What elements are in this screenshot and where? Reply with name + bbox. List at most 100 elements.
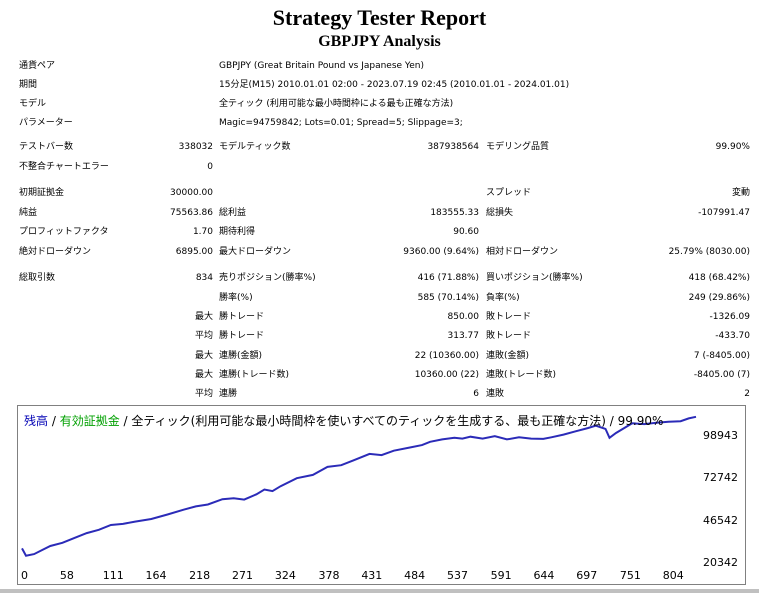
stat-label: 初期証拠金 bbox=[19, 188, 65, 198]
stat-value: -1326.09 bbox=[709, 312, 750, 322]
report-title: Strategy Tester Report bbox=[272, 5, 487, 30]
y-tick-label: 46542 bbox=[703, 513, 738, 527]
legend-sep: / bbox=[48, 414, 60, 428]
info-label: 期間 bbox=[19, 80, 38, 90]
stat-label: 連勝 bbox=[219, 389, 238, 399]
x-tick-label: 751 bbox=[619, 569, 641, 582]
stat-label: 総取引数 bbox=[19, 273, 56, 283]
balance-chart bbox=[17, 405, 746, 585]
stat-label: 連勝(金額) bbox=[219, 351, 263, 361]
x-tick-label: 804 bbox=[662, 569, 684, 582]
balance-chart-svg bbox=[21, 415, 697, 557]
stat-value: 1.70 bbox=[192, 227, 213, 237]
stat-value: 850.00 bbox=[447, 312, 480, 322]
stat-label: 総利益 bbox=[219, 208, 247, 218]
stat-value: 338032 bbox=[178, 142, 213, 152]
stat-label: プロフィットファクタ bbox=[19, 227, 109, 237]
stat-value: 0 bbox=[207, 162, 213, 172]
stat-value: 183555.33 bbox=[430, 208, 479, 218]
info-label: 通貨ペア bbox=[19, 61, 56, 71]
x-tick-label: 697 bbox=[576, 569, 598, 582]
legend-equity: 有効証拠金 bbox=[59, 414, 120, 428]
x-tick-label: 431 bbox=[361, 569, 383, 582]
stat-value: 30000.00 bbox=[170, 188, 213, 198]
info-value: 全ティック (利用可能な最小時間枠による最も正確な方法) bbox=[219, 99, 454, 109]
x-tick-label: 484 bbox=[404, 569, 426, 582]
stat-label: 純益 bbox=[19, 208, 38, 218]
stat-value: 7 (-8405.00) bbox=[693, 351, 750, 361]
x-tick-label: 591 bbox=[490, 569, 512, 582]
chart-legend: 残高 / 有効証拠金 / 全ティック(利用可能な最小時間枠を使いすべてのティック… bbox=[24, 412, 663, 429]
stat-value: 418 (68.42%) bbox=[688, 273, 750, 283]
stat-label: 勝率(%) bbox=[219, 293, 253, 303]
info-value: Magic=94759842; Lots=0.01; Spread=5; Sli… bbox=[219, 118, 463, 128]
stat-value: 10360.00 (22) bbox=[414, 370, 479, 380]
x-tick-label: 111 bbox=[102, 569, 124, 582]
report-subtitle: GBPJPY Analysis bbox=[318, 33, 441, 50]
stat-label: 最大 bbox=[194, 351, 213, 361]
stat-label: 負率(%) bbox=[486, 293, 520, 303]
info-label: パラメーター bbox=[19, 118, 73, 128]
stat-label: 絶対ドローダウン bbox=[19, 247, 92, 257]
stat-label: 買いポジション(勝率%) bbox=[486, 273, 583, 283]
stat-label: 敗トレード bbox=[486, 312, 532, 322]
stat-value: 25.79% (8030.00) bbox=[668, 247, 750, 257]
stat-value: 249 (29.86%) bbox=[688, 293, 750, 303]
stat-value: 6 bbox=[473, 389, 479, 399]
stat-label: 総損失 bbox=[486, 208, 514, 218]
info-value: GBPJPY (Great Britain Pound vs Japanese … bbox=[219, 61, 424, 71]
stat-label: 売りポジション(勝率%) bbox=[219, 273, 316, 283]
stat-label: 不整合チャートエラー bbox=[19, 162, 109, 172]
stat-value: 834 bbox=[195, 273, 213, 283]
balance-line bbox=[21, 415, 697, 557]
stat-value: -433.70 bbox=[715, 331, 750, 341]
y-tick-label: 98943 bbox=[703, 429, 738, 443]
legend-sep: / bbox=[119, 414, 132, 428]
x-tick-label: 58 bbox=[59, 569, 74, 582]
stat-value: 9360.00 (9.64%) bbox=[403, 247, 479, 257]
stat-value: 313.77 bbox=[447, 331, 480, 341]
y-tick-label: 72742 bbox=[703, 471, 738, 485]
stat-value: 90.60 bbox=[453, 227, 479, 237]
stat-label: 連敗(トレード数) bbox=[486, 370, 557, 380]
stat-label: 敗トレード bbox=[486, 331, 532, 341]
stat-label: 連敗(金額) bbox=[486, 351, 530, 361]
bottom-scrollbar[interactable] bbox=[0, 589, 759, 593]
x-tick-label: 271 bbox=[232, 569, 253, 582]
stat-label: 連勝(トレード数) bbox=[219, 370, 290, 380]
x-tick-label: 324 bbox=[274, 569, 296, 582]
stat-label: 勝トレード bbox=[219, 331, 265, 341]
stat-value: 99.90% bbox=[715, 142, 750, 152]
stat-value: 585 (70.14%) bbox=[417, 293, 479, 303]
info-label: モデル bbox=[19, 99, 47, 109]
x-tick-label: 0 bbox=[21, 569, 28, 582]
stat-value: 387938564 bbox=[427, 142, 479, 152]
stat-value: 75563.86 bbox=[170, 208, 213, 218]
stat-label: 最大ドローダウン bbox=[219, 247, 292, 257]
stat-label: 平均 bbox=[194, 389, 213, 399]
x-tick-label: 378 bbox=[318, 569, 340, 582]
stat-label: 相対ドローダウン bbox=[486, 247, 559, 257]
stat-label: スプレッド bbox=[486, 188, 532, 198]
stat-label: 勝トレード bbox=[219, 312, 265, 322]
stat-value: 6895.00 bbox=[175, 247, 213, 257]
stat-label: モデルティック数 bbox=[219, 142, 291, 152]
stat-value: 22 (10360.00) bbox=[414, 351, 479, 361]
stat-value: -107991.47 bbox=[698, 208, 750, 218]
x-tick-label: 644 bbox=[533, 569, 555, 582]
legend-balance: 残高 bbox=[24, 414, 49, 428]
stat-value: -8405.00 (7) bbox=[693, 370, 750, 380]
stat-label: 最大 bbox=[194, 312, 213, 322]
stat-label: 連敗 bbox=[486, 389, 505, 399]
info-value: 15分足(M15) 2010.01.01 02:00 - 2023.07.19 … bbox=[219, 80, 570, 90]
stat-value: 2 bbox=[744, 389, 750, 399]
stat-label: 平均 bbox=[194, 331, 213, 341]
stat-label: 期待利得 bbox=[219, 227, 256, 237]
x-tick-label: 218 bbox=[189, 569, 211, 582]
stat-value: 416 (71.88%) bbox=[417, 273, 479, 283]
x-tick-label: 537 bbox=[446, 569, 468, 582]
stat-label: テストバー数 bbox=[19, 142, 74, 152]
stat-label: 最大 bbox=[194, 370, 213, 380]
stat-value: 変動 bbox=[731, 188, 750, 198]
y-tick-label: 20342 bbox=[703, 556, 738, 569]
